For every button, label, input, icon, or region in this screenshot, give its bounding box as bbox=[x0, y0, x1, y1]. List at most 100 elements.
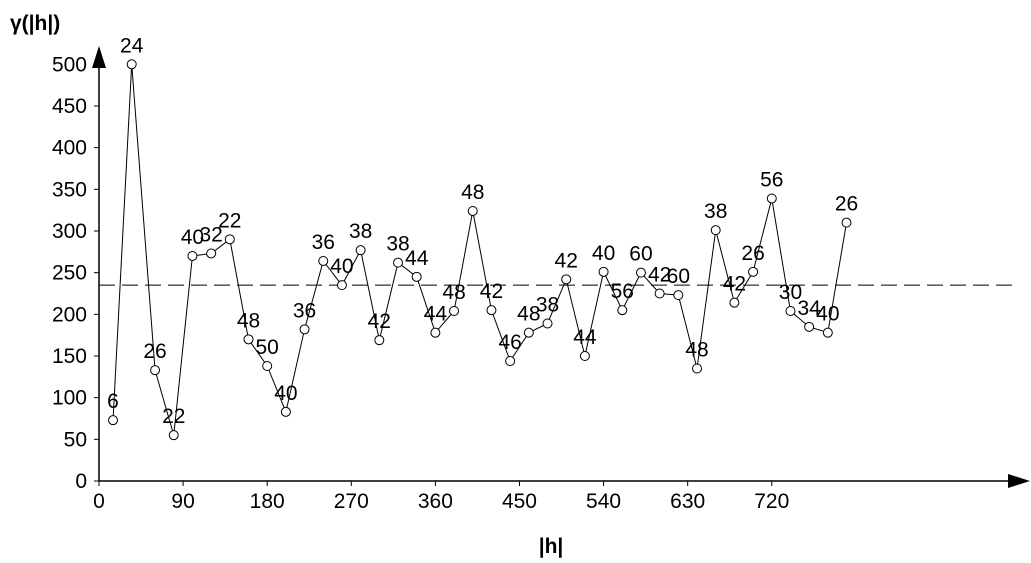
x-tick-label: 540 bbox=[586, 490, 621, 513]
data-point bbox=[822, 327, 833, 338]
y-tick-label: 400 bbox=[52, 137, 87, 160]
x-ticks: 0 90 180 270 360 450 540 630 720 bbox=[93, 481, 789, 513]
data-point bbox=[224, 234, 235, 245]
x-tick-label: 180 bbox=[250, 490, 285, 513]
data-point bbox=[766, 193, 777, 204]
point-count-label: 42 bbox=[648, 263, 671, 286]
point-count-label: 26 bbox=[835, 193, 858, 216]
point-count-label: 48 bbox=[517, 303, 540, 326]
point-count-label: 34 bbox=[797, 297, 821, 320]
data-point bbox=[126, 59, 137, 70]
data-points bbox=[108, 59, 852, 441]
point-count-label: 60 bbox=[629, 243, 652, 266]
data-point bbox=[430, 327, 441, 338]
y-tick-label: 0 bbox=[75, 470, 87, 493]
point-labels: 6242622403222485040363640384238444448484… bbox=[107, 34, 858, 428]
data-point bbox=[449, 305, 460, 316]
data-point bbox=[206, 248, 217, 259]
data-point bbox=[692, 363, 703, 374]
data-point bbox=[355, 245, 366, 256]
point-count-label: 48 bbox=[685, 338, 708, 361]
data-point bbox=[393, 257, 404, 268]
data-point bbox=[411, 271, 422, 282]
data-point bbox=[318, 255, 329, 266]
point-count-label: 24 bbox=[120, 34, 144, 57]
y-axis-arrow bbox=[92, 46, 106, 68]
point-count-label: 30 bbox=[779, 281, 802, 304]
data-point bbox=[710, 225, 721, 236]
point-count-label: 36 bbox=[312, 231, 335, 254]
data-point bbox=[579, 350, 590, 361]
point-count-label: 50 bbox=[256, 336, 279, 359]
data-point bbox=[785, 305, 796, 316]
data-point bbox=[804, 321, 815, 332]
y-ticks: 0 50 100 150 200 250 300 350 400 450 500 bbox=[52, 53, 99, 493]
point-count-label: 38 bbox=[386, 233, 409, 256]
point-count-label: 22 bbox=[162, 405, 185, 428]
data-point bbox=[654, 288, 665, 299]
x-tick-label: 720 bbox=[754, 490, 789, 513]
point-count-label: 38 bbox=[704, 200, 727, 223]
point-count-label: 38 bbox=[349, 220, 372, 243]
x-tick-label: 630 bbox=[670, 490, 705, 513]
point-count-label: 44 bbox=[573, 326, 597, 349]
axes bbox=[92, 46, 1030, 488]
y-tick-label: 150 bbox=[52, 345, 87, 368]
y-tick-label: 450 bbox=[52, 95, 87, 118]
data-point bbox=[467, 205, 478, 216]
data-point bbox=[841, 217, 852, 228]
series-line bbox=[112, 64, 848, 436]
y-axis-label: γ(|h|) bbox=[10, 12, 60, 35]
point-count-label: 26 bbox=[143, 340, 166, 363]
point-count-label: 40 bbox=[181, 226, 204, 249]
point-count-label: 48 bbox=[442, 281, 465, 304]
data-point bbox=[280, 406, 291, 417]
point-count-label: 40 bbox=[330, 255, 353, 278]
y-tick-label: 100 bbox=[52, 387, 87, 410]
data-point bbox=[486, 305, 497, 316]
data-point bbox=[168, 430, 179, 441]
point-count-label: 48 bbox=[461, 181, 484, 204]
data-point bbox=[187, 250, 198, 261]
point-count-label: 56 bbox=[760, 168, 783, 191]
point-count-label: 38 bbox=[536, 293, 559, 316]
data-point bbox=[108, 415, 119, 426]
data-point bbox=[617, 305, 628, 316]
data-point bbox=[505, 355, 516, 366]
point-count-label: 44 bbox=[424, 303, 448, 326]
data-point bbox=[598, 266, 609, 277]
data-point bbox=[729, 297, 740, 308]
y-tick-label: 200 bbox=[52, 303, 87, 326]
x-tick-label: 0 bbox=[93, 490, 105, 513]
point-count-label: 42 bbox=[480, 280, 503, 303]
data-point bbox=[243, 334, 254, 345]
point-count-label: 60 bbox=[667, 265, 690, 288]
x-tick-label: 360 bbox=[418, 490, 453, 513]
point-count-label: 40 bbox=[592, 242, 615, 265]
data-point bbox=[150, 365, 161, 376]
data-point bbox=[262, 360, 273, 371]
y-tick-label: 250 bbox=[52, 262, 87, 285]
point-count-label: 40 bbox=[816, 303, 839, 326]
x-axis-arrow bbox=[1008, 474, 1030, 488]
point-count-label: 32 bbox=[199, 223, 222, 246]
data-point bbox=[523, 327, 534, 338]
data-point bbox=[635, 267, 646, 278]
x-tick-label: 270 bbox=[334, 490, 369, 513]
y-tick-label: 350 bbox=[52, 178, 87, 201]
data-point bbox=[748, 266, 759, 277]
x-tick-label: 450 bbox=[502, 490, 537, 513]
y-tick-label: 50 bbox=[64, 428, 87, 451]
point-count-label: 26 bbox=[741, 242, 764, 265]
y-tick-label: 300 bbox=[52, 220, 87, 243]
point-count-label: 56 bbox=[611, 280, 634, 303]
data-point bbox=[673, 290, 684, 301]
data-point bbox=[542, 318, 553, 329]
point-count-label: 42 bbox=[723, 273, 746, 296]
point-count-label: 42 bbox=[555, 249, 578, 272]
data-point bbox=[336, 280, 347, 291]
point-count-label: 36 bbox=[293, 299, 316, 322]
data-point bbox=[299, 324, 310, 335]
point-count-label: 40 bbox=[274, 382, 297, 405]
